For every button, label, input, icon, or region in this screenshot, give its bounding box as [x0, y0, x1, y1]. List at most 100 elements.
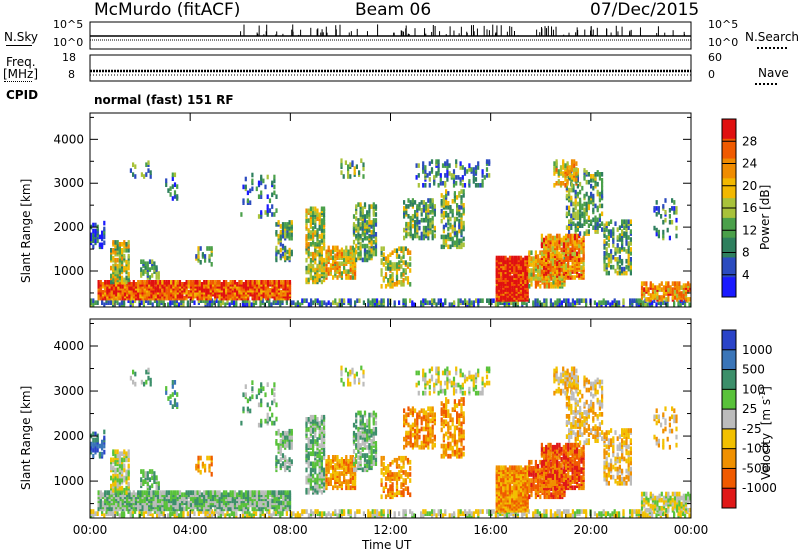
- power-cell: [456, 216, 459, 222]
- power-cell: [318, 220, 321, 225]
- power-cell: [548, 284, 551, 289]
- power-cell: [340, 298, 343, 303]
- velocity-cell: [571, 513, 574, 518]
- power-cell: [112, 240, 115, 245]
- velocity-cell: [250, 513, 253, 518]
- velocity-cell: [141, 490, 144, 495]
- power-cell: [286, 222, 289, 227]
- power-cell: [422, 161, 425, 166]
- power-cell: [603, 251, 606, 256]
- power-cell: [409, 262, 412, 267]
- power-cell: [147, 160, 150, 165]
- power-cell: [673, 200, 676, 205]
- power-cell: [431, 198, 434, 203]
- power-cell: [275, 230, 278, 235]
- power-cell: [573, 167, 576, 172]
- velocity-cell: [153, 509, 156, 514]
- velocity-cell: [193, 511, 196, 516]
- power-cell: [130, 282, 133, 287]
- power-cell: [307, 277, 310, 283]
- power-cell: [601, 178, 604, 183]
- power-cell: [558, 233, 561, 239]
- power-cell: [169, 192, 172, 197]
- power-cell: [668, 235, 671, 241]
- power-cell: [576, 209, 579, 215]
- power-cell: [560, 267, 563, 272]
- power-cell: [456, 236, 459, 242]
- power-cell: [340, 247, 343, 253]
- power-cell: [568, 225, 571, 230]
- power-cell: [157, 275, 160, 280]
- power-cell: [368, 212, 371, 217]
- power-cell: [318, 234, 321, 239]
- power-cell: [676, 281, 679, 286]
- velocity-cell: [148, 490, 151, 495]
- power-cell: [384, 266, 388, 271]
- power-cell: [437, 163, 440, 168]
- velocity-cell: [576, 509, 579, 514]
- power-cell: [380, 258, 383, 263]
- power-cell: [355, 164, 358, 169]
- velocity-cell: [534, 513, 537, 518]
- power-cell: [409, 298, 412, 303]
- velocity-cell: [574, 511, 577, 516]
- power-cell: [677, 300, 680, 305]
- velocity-cell: [119, 490, 122, 495]
- power-cell: [640, 281, 644, 286]
- power-cell: [530, 262, 533, 267]
- power-cell: [440, 199, 443, 204]
- power-cell: [387, 282, 390, 287]
- power-cell: [576, 221, 579, 226]
- power-cell: [405, 221, 408, 227]
- power-cell: [593, 300, 596, 305]
- power-cell: [429, 229, 432, 235]
- velocity-cell: [371, 509, 374, 514]
- power-cell: [406, 262, 410, 267]
- power-cell: [581, 203, 584, 209]
- power-cell: [307, 208, 310, 214]
- power-cell: [281, 243, 285, 249]
- power-cell: [233, 300, 236, 305]
- power-cell: [449, 222, 452, 228]
- power-cell: [563, 298, 566, 303]
- power-cell: [120, 300, 123, 305]
- power-cell: [455, 181, 458, 186]
- power-cell: [279, 230, 282, 235]
- power-cell: [309, 257, 312, 263]
- power-cell: [121, 279, 124, 285]
- power-cell: [345, 251, 348, 257]
- power-cell: [500, 255, 503, 261]
- power-cell: [445, 210, 448, 216]
- power-cell: [332, 259, 335, 264]
- power-cell: [262, 280, 265, 285]
- power-cell: [355, 243, 358, 249]
- power-cell: [684, 302, 687, 307]
- power-cell: [238, 285, 241, 291]
- power-cell: [418, 202, 421, 207]
- power-cell: [678, 285, 681, 290]
- velocity-cell: [323, 511, 326, 516]
- velocity-cell: [187, 500, 190, 506]
- power-cell: [402, 250, 405, 255]
- velocity-cell: [189, 490, 193, 495]
- velocity-cell: [609, 513, 612, 518]
- power-cell: [616, 257, 619, 262]
- power-cell: [565, 298, 568, 303]
- power-cell: [665, 297, 668, 302]
- power-cell: [318, 300, 321, 305]
- power-cell: [678, 281, 681, 286]
- velocity-cell: [167, 490, 171, 495]
- power-cell: [204, 298, 207, 303]
- power-cell: [673, 210, 676, 215]
- power-cell: [576, 251, 579, 257]
- power-cell: [610, 257, 613, 262]
- power-cell: [459, 161, 462, 166]
- velocity-cell: [666, 513, 669, 518]
- power-cell: [215, 298, 218, 303]
- power-cell: [448, 163, 451, 168]
- power-cell: [441, 163, 445, 168]
- power-cell: [320, 206, 323, 212]
- power-cell: [195, 254, 198, 259]
- power-cell: [320, 224, 323, 229]
